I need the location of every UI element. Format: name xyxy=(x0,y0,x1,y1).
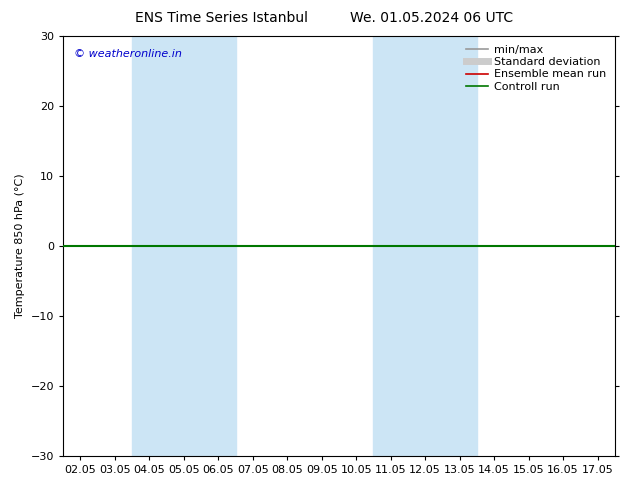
Legend: min/max, Standard deviation, Ensemble mean run, Controll run: min/max, Standard deviation, Ensemble me… xyxy=(463,42,609,95)
Y-axis label: Temperature 850 hPa (°C): Temperature 850 hPa (°C) xyxy=(15,174,25,318)
Text: © weatheronline.in: © weatheronline.in xyxy=(74,49,182,59)
Text: We. 01.05.2024 06 UTC: We. 01.05.2024 06 UTC xyxy=(349,11,513,25)
Text: ENS Time Series Istanbul: ENS Time Series Istanbul xyxy=(136,11,308,25)
Bar xyxy=(132,36,235,456)
Bar xyxy=(373,36,477,456)
